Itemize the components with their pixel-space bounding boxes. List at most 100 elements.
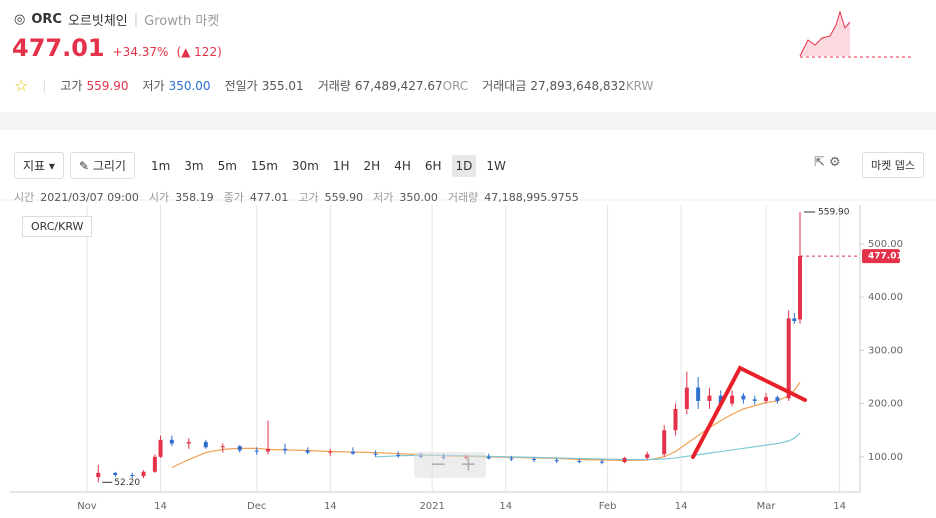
stat-value: 559.90	[86, 79, 129, 93]
candle-body	[532, 458, 537, 461]
candle-body	[130, 474, 135, 477]
candle-body	[662, 430, 667, 455]
candle-body	[645, 454, 650, 458]
x-tick-label: Mar	[757, 501, 777, 512]
y-tick-label: 200.00	[868, 399, 903, 410]
info-label: 시간	[14, 191, 35, 204]
stat-label: 저가	[142, 79, 165, 93]
svg-text:−: −	[430, 452, 447, 476]
info-item: 고가 559.90	[298, 189, 363, 205]
market-depth-button[interactable]: 마켓 뎁스	[862, 152, 924, 178]
coin-name: 오르빗체인	[67, 14, 128, 29]
candle-body	[696, 387, 701, 401]
info-value: 47,188,995.9755	[484, 191, 579, 204]
indicator-button[interactable]: 지표 ▾	[14, 152, 64, 179]
y-tick-label: 500.00	[868, 239, 903, 250]
candle-body	[509, 458, 514, 460]
candle-body	[599, 461, 604, 463]
interval[interactable]: 4H	[394, 158, 411, 173]
candle-body	[577, 461, 582, 463]
interval[interactable]: 15m	[250, 158, 278, 173]
info-item: 종가 477.01	[224, 189, 289, 205]
interval[interactable]: 1H	[332, 158, 350, 173]
draw-button[interactable]: ✎ 그리기	[69, 152, 135, 179]
change: ▲ 122	[181, 45, 218, 59]
candle-body	[220, 446, 225, 448]
x-tick-label: 14	[154, 501, 167, 512]
candle-body	[152, 456, 157, 472]
candle-body	[203, 441, 208, 448]
candle-body	[775, 397, 780, 401]
zoom-controls[interactable]: − +	[414, 452, 486, 479]
info-label: 종가	[223, 191, 244, 204]
candle-body	[730, 395, 735, 404]
candle-body	[554, 460, 559, 462]
x-tick-label: Dec	[247, 501, 266, 512]
stat-value: 350.00	[168, 79, 211, 93]
stat: 전일가 355.01	[225, 77, 304, 94]
info-value: 2021/03/07 09:00	[40, 191, 139, 204]
stat-label: 고가	[60, 79, 83, 93]
user-drawing	[691, 365, 807, 459]
min-label: 52.20	[114, 478, 140, 488]
interval[interactable]: 3m	[184, 158, 204, 173]
candle-body	[141, 471, 146, 477]
interval[interactable]: 6H	[424, 158, 442, 173]
candle-body	[752, 399, 757, 401]
x-tick-label: Feb	[599, 501, 617, 512]
candle-body	[486, 456, 491, 459]
interval[interactable]: 1D	[451, 154, 477, 177]
info-item: 저가 350.00	[373, 189, 438, 205]
x-tick-label: 14	[675, 501, 688, 512]
info-item: 시가 358.19	[149, 189, 214, 205]
last-price-tag	[862, 249, 900, 264]
candle-body	[113, 472, 118, 475]
favorite[interactable]: ☆	[14, 76, 29, 95]
change-pct: +34.37%	[112, 45, 169, 59]
sparkline	[799, 10, 851, 57]
y-tick-label: 100.00	[868, 452, 903, 463]
svg-text:+: +	[460, 452, 477, 476]
candle-body	[798, 256, 803, 320]
candle-body	[718, 395, 723, 404]
candle-body	[186, 441, 191, 444]
info-label: 고가	[298, 191, 319, 204]
candle-body	[350, 451, 355, 454]
candle-body	[158, 439, 163, 457]
interval[interactable]: 30m	[291, 158, 319, 173]
x-tick-label: 2021	[419, 501, 444, 512]
candle-body	[792, 318, 797, 322]
interval[interactable]: 1W	[486, 158, 506, 173]
info-row: 시간 2021/03/07 09:00 시가 358.19 종가 477.01 고가 559.…	[14, 189, 579, 205]
candle-body	[328, 451, 333, 453]
info-value: 358.19	[175, 191, 214, 204]
logo: ◎	[14, 12, 26, 27]
x-tick-label: 14	[833, 501, 846, 512]
candle-body	[741, 395, 746, 400]
info-value: 350.00	[399, 191, 438, 204]
candle-body	[707, 395, 712, 401]
x-tick-label: 14	[499, 501, 512, 512]
stat-value: 67,489,427.67	[354, 79, 443, 93]
stat-value: 27,893,648,832	[530, 79, 626, 93]
interval[interactable]: 2H	[363, 158, 381, 173]
candle-body	[237, 446, 242, 451]
candle-body	[684, 387, 689, 409]
toolbar-icons[interactable]: ⇱ ⚙	[814, 155, 841, 170]
plot: Nov 14 Dec 14 2021 14 Feb 14 Mar 14 100.00 200.00 30…	[77, 205, 903, 512]
stat: 거래대금 27,893,648,832KRW	[482, 77, 653, 94]
info-label: 시가	[148, 191, 170, 204]
candle-body	[254, 450, 259, 452]
x-tick-label: 14	[324, 501, 337, 512]
x-tick-label: Nov	[77, 501, 97, 512]
stat: 거래량 67,489,427.67ORC	[318, 77, 469, 94]
interval[interactable]: 5m	[217, 158, 237, 173]
separator	[0, 112, 936, 130]
max-label: 559.90	[818, 207, 850, 217]
info-item: 시간 2021/03/07 09:00	[14, 189, 139, 205]
y-tick-label: 300.00	[868, 345, 903, 356]
info-label: 거래량	[447, 191, 479, 204]
interval[interactable]: 1m	[150, 158, 171, 173]
